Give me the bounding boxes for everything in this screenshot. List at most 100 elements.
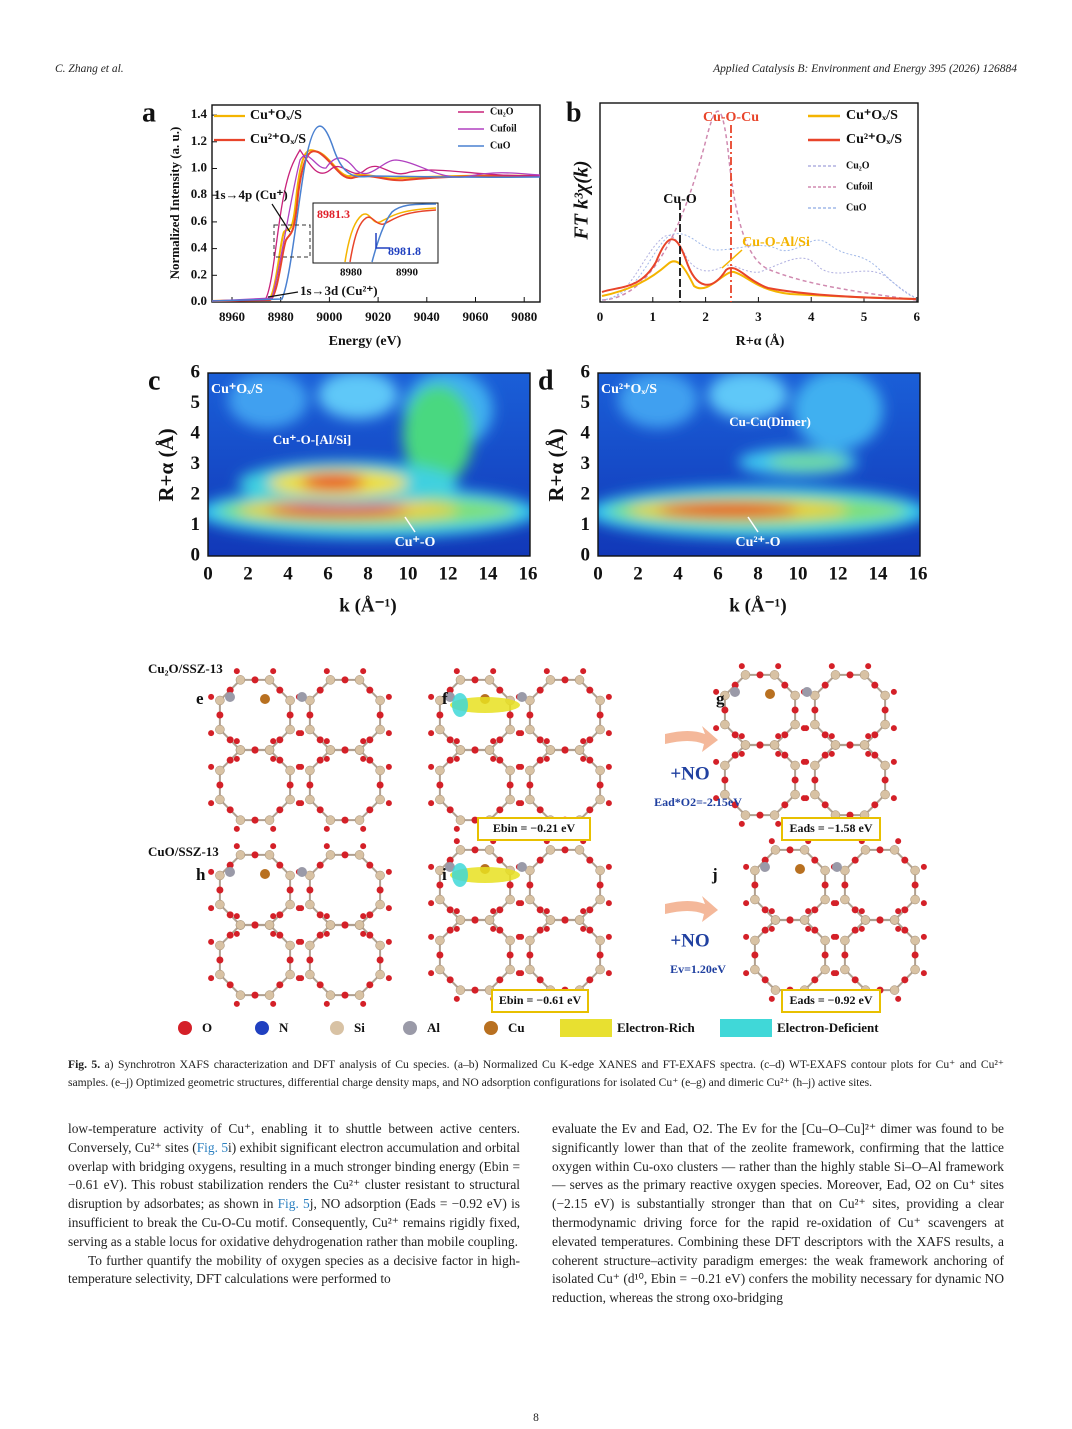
annotation: 1s→4p (Cu⁺) bbox=[214, 187, 288, 202]
atom-si bbox=[820, 894, 830, 905]
curve bbox=[211, 125, 541, 302]
atom-o bbox=[803, 725, 810, 732]
atom-o bbox=[453, 825, 460, 832]
atom-o bbox=[366, 981, 374, 989]
atom-o bbox=[871, 801, 879, 809]
atom-o bbox=[506, 781, 514, 789]
energy-box bbox=[781, 989, 881, 1013]
atom-si bbox=[574, 745, 585, 755]
atom-si bbox=[264, 920, 275, 930]
figure-link[interactable]: Fig. 5 bbox=[196, 1139, 229, 1155]
y-tick-label: 0.6 bbox=[191, 213, 208, 228]
atom-o bbox=[233, 843, 240, 850]
y-tick-label: 3 bbox=[581, 453, 591, 474]
sample-label: Cu²⁺Oₓ/S bbox=[601, 382, 657, 397]
legend-entry: CuO bbox=[846, 202, 867, 213]
atom-o bbox=[270, 738, 277, 745]
panel-label: j bbox=[711, 865, 718, 884]
atom-o bbox=[233, 738, 240, 745]
sample-label: Cu⁺Oₓ/S bbox=[211, 382, 263, 397]
atom-o bbox=[586, 976, 594, 984]
atom-o bbox=[833, 900, 840, 907]
atom-o bbox=[428, 933, 435, 940]
structure bbox=[428, 668, 612, 832]
atom-o bbox=[385, 763, 392, 770]
atom-o bbox=[605, 900, 612, 907]
atom-si bbox=[354, 990, 365, 1000]
y-axis-title: FT k³χ(k) bbox=[571, 160, 593, 240]
atom-si bbox=[750, 935, 760, 946]
x-tick-label: 12 bbox=[439, 563, 458, 584]
atom-si bbox=[790, 760, 800, 771]
curve bbox=[747, 516, 759, 533]
atom-o bbox=[385, 730, 392, 737]
x-tick-label: 0 bbox=[597, 309, 604, 324]
atom-cu bbox=[795, 864, 805, 874]
running-journal: Applied Catalysis B: Environment and Ene… bbox=[713, 63, 1017, 75]
atom-si bbox=[455, 745, 466, 755]
contour-blob bbox=[228, 373, 308, 428]
atom-o bbox=[323, 825, 330, 832]
atom-o bbox=[596, 781, 604, 789]
y-tick-label: 0.8 bbox=[191, 186, 208, 201]
atom-o bbox=[385, 693, 392, 700]
atom-al bbox=[517, 692, 527, 702]
atom-o bbox=[376, 781, 384, 789]
panel-label: e bbox=[196, 689, 204, 708]
atom-o bbox=[446, 756, 454, 764]
atom-o bbox=[270, 1000, 277, 1007]
atom-si bbox=[264, 675, 275, 685]
atom-o bbox=[911, 881, 919, 889]
atom-si bbox=[375, 870, 385, 881]
atom-o bbox=[518, 800, 525, 807]
legend-entry: O bbox=[202, 1020, 212, 1035]
atom-o bbox=[901, 906, 909, 914]
atom-o bbox=[360, 755, 367, 762]
atom-o bbox=[286, 711, 294, 719]
atom-si bbox=[325, 990, 336, 1000]
atom-o bbox=[751, 881, 759, 889]
map-frame bbox=[207, 372, 531, 557]
atom-si bbox=[505, 765, 515, 776]
atom-si bbox=[525, 964, 535, 975]
atom-si bbox=[830, 740, 841, 750]
atom-si bbox=[264, 815, 275, 825]
atom-si bbox=[810, 719, 820, 730]
x-tick-label: 8980 bbox=[268, 309, 294, 324]
atom-si bbox=[790, 690, 800, 701]
atom-o bbox=[768, 838, 775, 845]
atom-o bbox=[471, 846, 479, 854]
atom-si bbox=[215, 940, 225, 951]
atom-si bbox=[305, 724, 315, 735]
atom-si bbox=[215, 899, 225, 910]
atom-si bbox=[435, 865, 445, 876]
figure: a 0.0 0.2 0.4 0.6 0.8 1.0 1.2 1.4 8960 8980 9000 902… bbox=[142, 97, 928, 1037]
atom-si bbox=[435, 765, 445, 776]
atom-si bbox=[285, 794, 295, 805]
atom-si bbox=[215, 695, 225, 706]
atom-o bbox=[561, 676, 569, 684]
atom-si bbox=[574, 845, 585, 855]
atom-o bbox=[298, 763, 305, 770]
atom-o bbox=[811, 976, 819, 984]
atom-si bbox=[264, 850, 275, 860]
x-tick-label: 3 bbox=[755, 309, 762, 324]
atom-si bbox=[720, 690, 730, 701]
atom-si bbox=[889, 985, 900, 995]
annotation: Cu⁺-O bbox=[395, 535, 436, 550]
figure-link[interactable]: Fig. 5 bbox=[277, 1196, 310, 1212]
page-number: 8 bbox=[533, 1412, 539, 1424]
x-tick-label: 2 bbox=[702, 309, 709, 324]
atom-o bbox=[471, 816, 479, 824]
atom-si bbox=[325, 850, 336, 860]
atom-si bbox=[215, 794, 225, 805]
atom-si bbox=[505, 724, 515, 735]
legend-entry: CuO bbox=[490, 140, 511, 151]
atom-o bbox=[920, 900, 927, 907]
atom-si bbox=[545, 745, 556, 755]
energy-value: Ebin = −0.61 eV bbox=[499, 993, 582, 1007]
atom-o bbox=[251, 676, 259, 684]
atom-si bbox=[595, 935, 605, 946]
atom-o bbox=[496, 806, 504, 814]
atom-o bbox=[536, 926, 544, 934]
